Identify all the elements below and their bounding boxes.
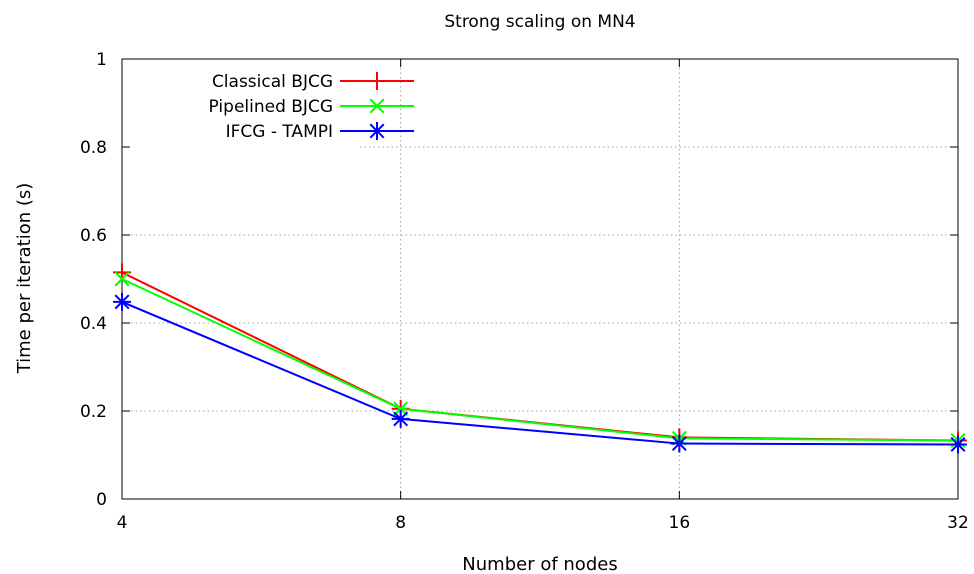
y-tick-label: 0	[96, 490, 107, 510]
data-point	[113, 292, 131, 311]
x-tick-label: 8	[395, 513, 406, 533]
legend-item: Pipelined BJCG	[209, 97, 414, 117]
data-point	[114, 271, 130, 287]
x-tick-label: 32	[947, 513, 969, 533]
series-line	[121, 278, 959, 442]
data-point	[391, 409, 410, 428]
y-tick-label: 0.2	[80, 402, 107, 422]
legend-item: Classical BJCG	[212, 72, 414, 92]
y-tick-label: 0.8	[80, 138, 107, 158]
legend-label: IFCG - TAMPI	[226, 122, 333, 142]
legend-label: Pipelined BJCG	[209, 97, 333, 117]
series-line	[121, 271, 959, 442]
series-1	[113, 263, 967, 450]
legend-item: IFCG - TAMPI	[226, 122, 414, 142]
chart-title: Strong scaling on MN4	[444, 12, 635, 32]
legend-label: Classical BJCG	[212, 72, 333, 92]
data-point	[670, 434, 689, 453]
series-group	[113, 263, 967, 454]
x-tick-label: 16	[669, 513, 691, 533]
x-axis-label: Number of nodes	[462, 554, 617, 574]
grid	[122, 59, 958, 499]
axis-ticks: 4 8 16 32 0 0.2 0.4 0.6 0.8 1	[80, 50, 969, 533]
legend-marker	[368, 122, 386, 140]
y-tick-label: 1	[96, 50, 107, 70]
y-tick-label: 0.4	[80, 314, 107, 334]
y-axis-label: Time per iteration (s)	[14, 183, 35, 375]
legend: Classical BJCG Pipelined BJCG IFCG - TAMPI	[209, 72, 414, 142]
x-tick-label: 4	[117, 513, 128, 533]
series-2	[114, 271, 966, 448]
y-tick-label: 0.6	[80, 226, 107, 246]
data-point	[949, 435, 967, 454]
series-3	[113, 292, 967, 454]
legend-marker	[369, 98, 385, 114]
series-line	[121, 300, 959, 446]
legend-marker	[368, 72, 386, 90]
